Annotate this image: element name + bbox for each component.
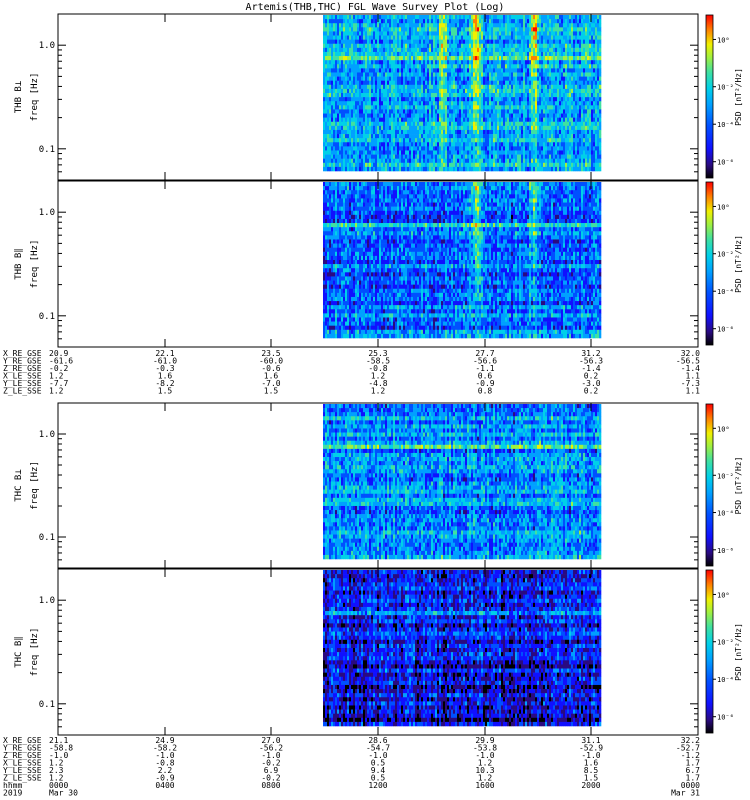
thc-bpar-heatmap — [323, 570, 601, 726]
ephemeris-value: 1.1 — [686, 387, 701, 396]
ephemeris-row-label: Z_LE_SSE — [3, 387, 42, 396]
ytick-label: 0.1 — [39, 700, 55, 710]
colorbar-tick-label: 10⁻² — [717, 472, 734, 480]
ytick-label: 1.0 — [39, 41, 55, 51]
ephemeris-thb-table: X_RE_GSE 20.9 22.1 23.5 25.3 27.7 31.2 32.0Y_RE… — [3, 349, 700, 396]
colorbar-tick-label: 10⁻⁴ — [717, 510, 734, 518]
thc-bperp-colorbar-label: PSD [nT²/Hz] — [734, 457, 743, 515]
ephemeris-value: Mar 31 — [671, 789, 700, 798]
ytick-label: 1.0 — [39, 430, 55, 440]
colorbar-tick-label: 10⁻⁴ — [717, 288, 734, 296]
ytick-label: 1.0 — [39, 208, 55, 218]
colorbar-tick-label: 10⁻² — [717, 639, 734, 647]
colorbar-tick-label: 10⁰ — [717, 425, 730, 433]
colorbar-tick-label: 10⁰ — [717, 591, 730, 599]
colorbar-tick-label: 10⁰ — [717, 203, 730, 211]
colorbar-tick-label: 10⁻⁶ — [717, 714, 734, 722]
thc-bperp-heatmap — [323, 404, 601, 559]
colorbar-tick-label: 10⁻⁶ — [717, 326, 734, 334]
ephemeris-value: 1.2 — [49, 387, 64, 396]
ephemeris-value: 0.8 — [478, 387, 493, 396]
ephemeris-value: 1.2 — [371, 387, 386, 396]
colorbar-tick-label: 10⁻⁶ — [717, 159, 734, 167]
ytick-label: 0.1 — [39, 145, 55, 155]
ephemeris-value: 0.2 — [584, 387, 599, 396]
panel-thb-bperp: 1.0 0.1 THB B⊥ freq [Hz] 10⁰ 10⁻² 10⁻⁴ 10⁻⁶ PSD … — [14, 14, 743, 180]
thc-bperp-yunit: freq [Hz] — [30, 461, 40, 510]
ephemeris-value: 0800 — [261, 781, 280, 790]
thb-bperp-heatmap — [323, 15, 601, 171]
thc-bpar-yunit: freq [Hz] — [30, 628, 40, 677]
panel-thc-bpar: 1.0 0.1 THC B∥ freq [Hz] 10⁰ 10⁻² 10⁻⁴ 10⁻⁶ PSD … — [14, 569, 743, 735]
thb-bpar-colorbar — [706, 182, 713, 345]
ytick-label: 1.0 — [39, 596, 55, 606]
thb-bpar-yunit: freq [Hz] — [30, 240, 40, 289]
thb-bperp-colorbar-label: PSD [nT²/Hz] — [734, 68, 743, 126]
ephemeris-value: 1.5 — [158, 387, 173, 396]
thb-bpar-heatmap — [323, 182, 601, 338]
ephemeris-value: 1.5 — [264, 387, 279, 396]
ephemeris-value: 2000 — [581, 781, 600, 790]
figure-title: Artemis(THB,THC) FGL Wave Survey Plot (L… — [246, 2, 505, 13]
thb-bperp-colorbar — [706, 15, 713, 178]
ephemeris-value: 1200 — [368, 781, 387, 790]
panel-thb-bpar: 1.0 0.1 THB B∥ freq [Hz] 10⁰ 10⁻² 10⁻⁴ 10⁻⁶ PSD … — [14, 181, 743, 347]
panel-thc-bperp: 1.0 0.1 THC B⊥ freq [Hz] 10⁰ 10⁻² 10⁻⁴ 10⁻⁶ PSD … — [14, 403, 743, 568]
thb-bperp-ylabel: THB B⊥ — [14, 80, 24, 113]
thc-bpar-colorbar — [706, 570, 713, 733]
thc-bpar-colorbar-label: PSD [nT²/Hz] — [734, 623, 743, 681]
colorbar-tick-label: 10⁻⁴ — [717, 121, 734, 129]
thb-bperp-yunit: freq [Hz] — [30, 73, 40, 122]
colorbar-tick-label: 10⁰ — [717, 36, 730, 44]
ytick-label: 0.1 — [39, 312, 55, 322]
colorbar-tick-label: 10⁻² — [717, 84, 734, 92]
thc-bperp-ylabel: THC B⊥ — [14, 469, 24, 502]
colorbar-tick-label: 10⁻⁴ — [717, 676, 734, 684]
ephemeris-value: 1600 — [475, 781, 494, 790]
thc-bpar-ylabel: THC B∥ — [14, 636, 24, 668]
colorbar-tick-label: 10⁻² — [717, 251, 734, 259]
ephemeris-thc-table: X_RE_GSE 21.1 24.9 27.0 28.6 29.9 31.1 32.2Y_RE… — [3, 736, 700, 798]
thb-bpar-colorbar-label: PSD [nT²/Hz] — [734, 235, 743, 293]
colorbar-tick-label: 10⁻⁶ — [717, 547, 734, 555]
ephemeris-row-label: 2019 — [3, 789, 22, 798]
thb-bpar-ylabel: THB B∥ — [14, 248, 24, 280]
thc-bperp-colorbar — [706, 404, 713, 566]
ephemeris-value: Mar 30 — [49, 789, 78, 798]
ephemeris-value: 0400 — [155, 781, 174, 790]
ytick-label: 0.1 — [39, 533, 55, 543]
